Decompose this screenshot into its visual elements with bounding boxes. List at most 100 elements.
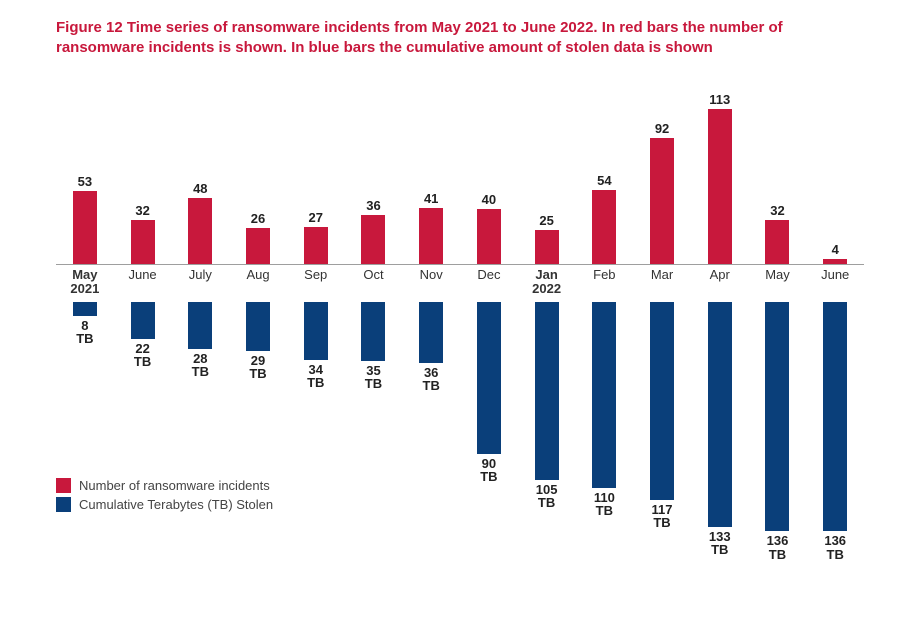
tb-area: 36TB	[402, 302, 460, 562]
month-column: 54Feb110TB	[575, 89, 633, 562]
tb-area: 105TB	[518, 302, 576, 562]
incidents-bar	[419, 208, 443, 264]
incidents-value: 41	[424, 192, 438, 205]
legend-swatch	[56, 478, 71, 493]
incidents-value: 26	[251, 212, 265, 225]
incidents-area: 4	[806, 89, 864, 264]
month-label: Dec	[460, 264, 518, 302]
tb-bar	[361, 302, 385, 361]
incidents-value: 54	[597, 174, 611, 187]
tb-bar	[708, 302, 732, 527]
tb-area: 8TB	[56, 302, 114, 562]
tb-area: 28TB	[171, 302, 229, 562]
incidents-bar	[188, 198, 212, 264]
incidents-area: 25	[518, 89, 576, 264]
incidents-area: 41	[402, 89, 460, 264]
month-label: June	[114, 264, 172, 302]
tb-bar	[73, 302, 97, 316]
incidents-value: 4	[832, 243, 839, 256]
incidents-area: 27	[287, 89, 345, 264]
incidents-bar	[361, 215, 385, 264]
tb-value: 117TB	[652, 503, 673, 530]
legend-swatch	[56, 497, 71, 512]
incidents-bar	[592, 190, 616, 264]
month-label: Apr	[691, 264, 749, 302]
month-label: Nov	[402, 264, 460, 302]
incidents-value: 27	[309, 211, 323, 224]
tb-value: 105TB	[536, 483, 558, 510]
month-column: 4 June 136TB	[806, 89, 864, 562]
tb-area: 136TB	[806, 302, 864, 562]
tb-area: 117TB	[633, 302, 691, 562]
month-column: 113Apr133TB	[691, 89, 749, 562]
month-column: 40 Dec 90TB	[460, 89, 518, 562]
tb-bar	[419, 302, 443, 363]
month-label: June	[806, 264, 864, 302]
month-column: 92 Mar 117TB	[633, 89, 691, 562]
tb-value: 36TB	[423, 366, 440, 393]
incidents-area: 92	[633, 89, 691, 264]
incidents-area: 32	[114, 89, 172, 264]
tb-area: 22TB	[114, 302, 172, 562]
tb-area: 136TB	[749, 302, 807, 562]
month-label: May2021	[56, 264, 114, 302]
month-label: Aug	[229, 264, 287, 302]
incidents-bar	[131, 220, 155, 264]
month-label: May	[749, 264, 807, 302]
incidents-bar	[477, 209, 501, 264]
tb-bar	[477, 302, 501, 454]
legend-item: Number of ransomware incidents	[56, 478, 273, 493]
legend-label: Number of ransomware incidents	[79, 478, 270, 493]
tb-value: 136TB	[824, 534, 846, 561]
tb-value: 90TB	[480, 457, 497, 484]
tb-area: 29TB	[229, 302, 287, 562]
incidents-area: 26	[229, 89, 287, 264]
incidents-area: 40	[460, 89, 518, 264]
incidents-bar	[765, 220, 789, 264]
incidents-area: 32	[749, 89, 807, 264]
incidents-area: 54	[575, 89, 633, 264]
tb-value: 8TB	[76, 319, 93, 346]
month-label: Oct	[345, 264, 403, 302]
incidents-bar	[650, 138, 674, 264]
tb-value: 35TB	[365, 364, 382, 391]
chart-title: Figure 12 Time series of ransomware inci…	[56, 18, 870, 59]
incidents-value: 32	[135, 204, 149, 217]
tb-bar	[823, 302, 847, 532]
tb-value: 136TB	[767, 534, 789, 561]
month-label: July	[171, 264, 229, 302]
tb-value: 22TB	[134, 342, 151, 369]
tb-bar	[131, 302, 155, 339]
tb-bar	[592, 302, 616, 488]
month-column: 25Jan2022105TB	[518, 89, 576, 562]
month-label: Sep	[287, 264, 345, 302]
incidents-bar	[246, 228, 270, 264]
incidents-area: 48	[171, 89, 229, 264]
incidents-bar	[304, 227, 328, 264]
tb-area: 110TB	[575, 302, 633, 562]
tb-value: 28TB	[192, 352, 209, 379]
tb-area: 90TB	[460, 302, 518, 562]
incidents-value: 53	[78, 175, 92, 188]
incidents-value: 32	[770, 204, 784, 217]
tb-area: 34TB	[287, 302, 345, 562]
tb-bar	[535, 302, 559, 480]
legend-label: Cumulative Terabytes (TB) Stolen	[79, 497, 273, 512]
incidents-value: 40	[482, 193, 496, 206]
incidents-value: 25	[539, 214, 553, 227]
incidents-area: 113	[691, 89, 749, 264]
month-column: 27 Sep 34TB	[287, 89, 345, 562]
tb-value: 29TB	[249, 354, 266, 381]
month-label: Mar	[633, 264, 691, 302]
incidents-value: 113	[709, 93, 730, 106]
incidents-value: 92	[655, 122, 669, 135]
incidents-value: 36	[366, 199, 380, 212]
tb-value: 34TB	[307, 363, 324, 390]
tb-bar	[188, 302, 212, 349]
incidents-area: 36	[345, 89, 403, 264]
tb-bar	[246, 302, 270, 351]
incidents-bar	[708, 109, 732, 264]
incidents-bar	[535, 230, 559, 264]
legend-item: Cumulative Terabytes (TB) Stolen	[56, 497, 273, 512]
legend: Number of ransomware incidents Cumulative…	[56, 478, 273, 512]
